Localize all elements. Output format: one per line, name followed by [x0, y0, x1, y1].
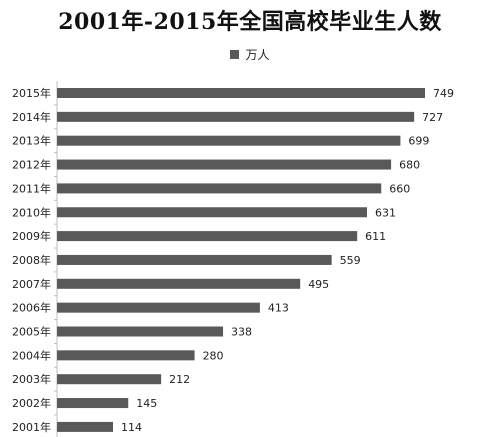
data-label: 680	[399, 159, 420, 172]
legend-swatch	[230, 50, 240, 59]
data-label: 631	[375, 206, 396, 219]
chart-marks: 2015年 749 2014年 727 2013年 699 2012年 680 2011年 660…	[12, 81, 454, 437]
y-tick-label: 2010年	[12, 205, 51, 219]
data-label: 611	[365, 230, 386, 243]
y-tick-label: 2005年	[12, 325, 51, 339]
legend-label: 万人	[245, 48, 270, 62]
bar	[57, 135, 401, 146]
data-label: 145	[136, 397, 157, 410]
y-tick-label: 2001年	[12, 420, 51, 434]
data-label: 699	[408, 135, 429, 148]
bar	[57, 326, 224, 337]
data-label: 749	[433, 87, 454, 100]
data-label: 114	[121, 421, 142, 434]
bar	[57, 159, 392, 170]
bar	[57, 421, 114, 432]
legend: 万人	[0, 46, 500, 63]
bar	[57, 254, 332, 265]
bar	[57, 374, 162, 385]
y-tick-label: 2003年	[12, 372, 51, 386]
y-tick-label: 2008年	[12, 253, 51, 267]
bar	[57, 88, 425, 98]
y-tick-label: 2015年	[12, 86, 51, 100]
bar	[57, 111, 415, 122]
bar	[57, 183, 382, 194]
bar	[57, 278, 301, 289]
data-label: 495	[308, 278, 329, 291]
bar	[57, 207, 368, 218]
data-label: 660	[389, 182, 410, 195]
chart-title: 2001年-2015年全国高校毕业生人数	[58, 9, 442, 35]
y-tick-label: 2007年	[12, 277, 51, 291]
y-tick-label: 2012年	[12, 158, 51, 172]
y-tick-label: 2004年	[12, 348, 51, 362]
y-tick-label: 2009年	[12, 229, 51, 243]
y-tick-label: 2006年	[12, 301, 51, 315]
y-tick-label: 2013年	[12, 134, 51, 148]
bar	[57, 231, 358, 242]
y-tick-label: 2011年	[12, 181, 51, 195]
bar	[57, 302, 260, 313]
y-tick-label: 2014年	[12, 110, 51, 124]
data-label: 212	[169, 373, 190, 386]
data-label: 727	[422, 111, 443, 124]
bar	[57, 350, 195, 361]
bar	[57, 398, 129, 409]
data-label: 413	[268, 302, 289, 315]
data-label: 559	[340, 254, 361, 267]
data-label: 338	[231, 326, 252, 339]
y-tick-label: 2002年	[12, 396, 51, 410]
data-label: 280	[203, 349, 224, 362]
